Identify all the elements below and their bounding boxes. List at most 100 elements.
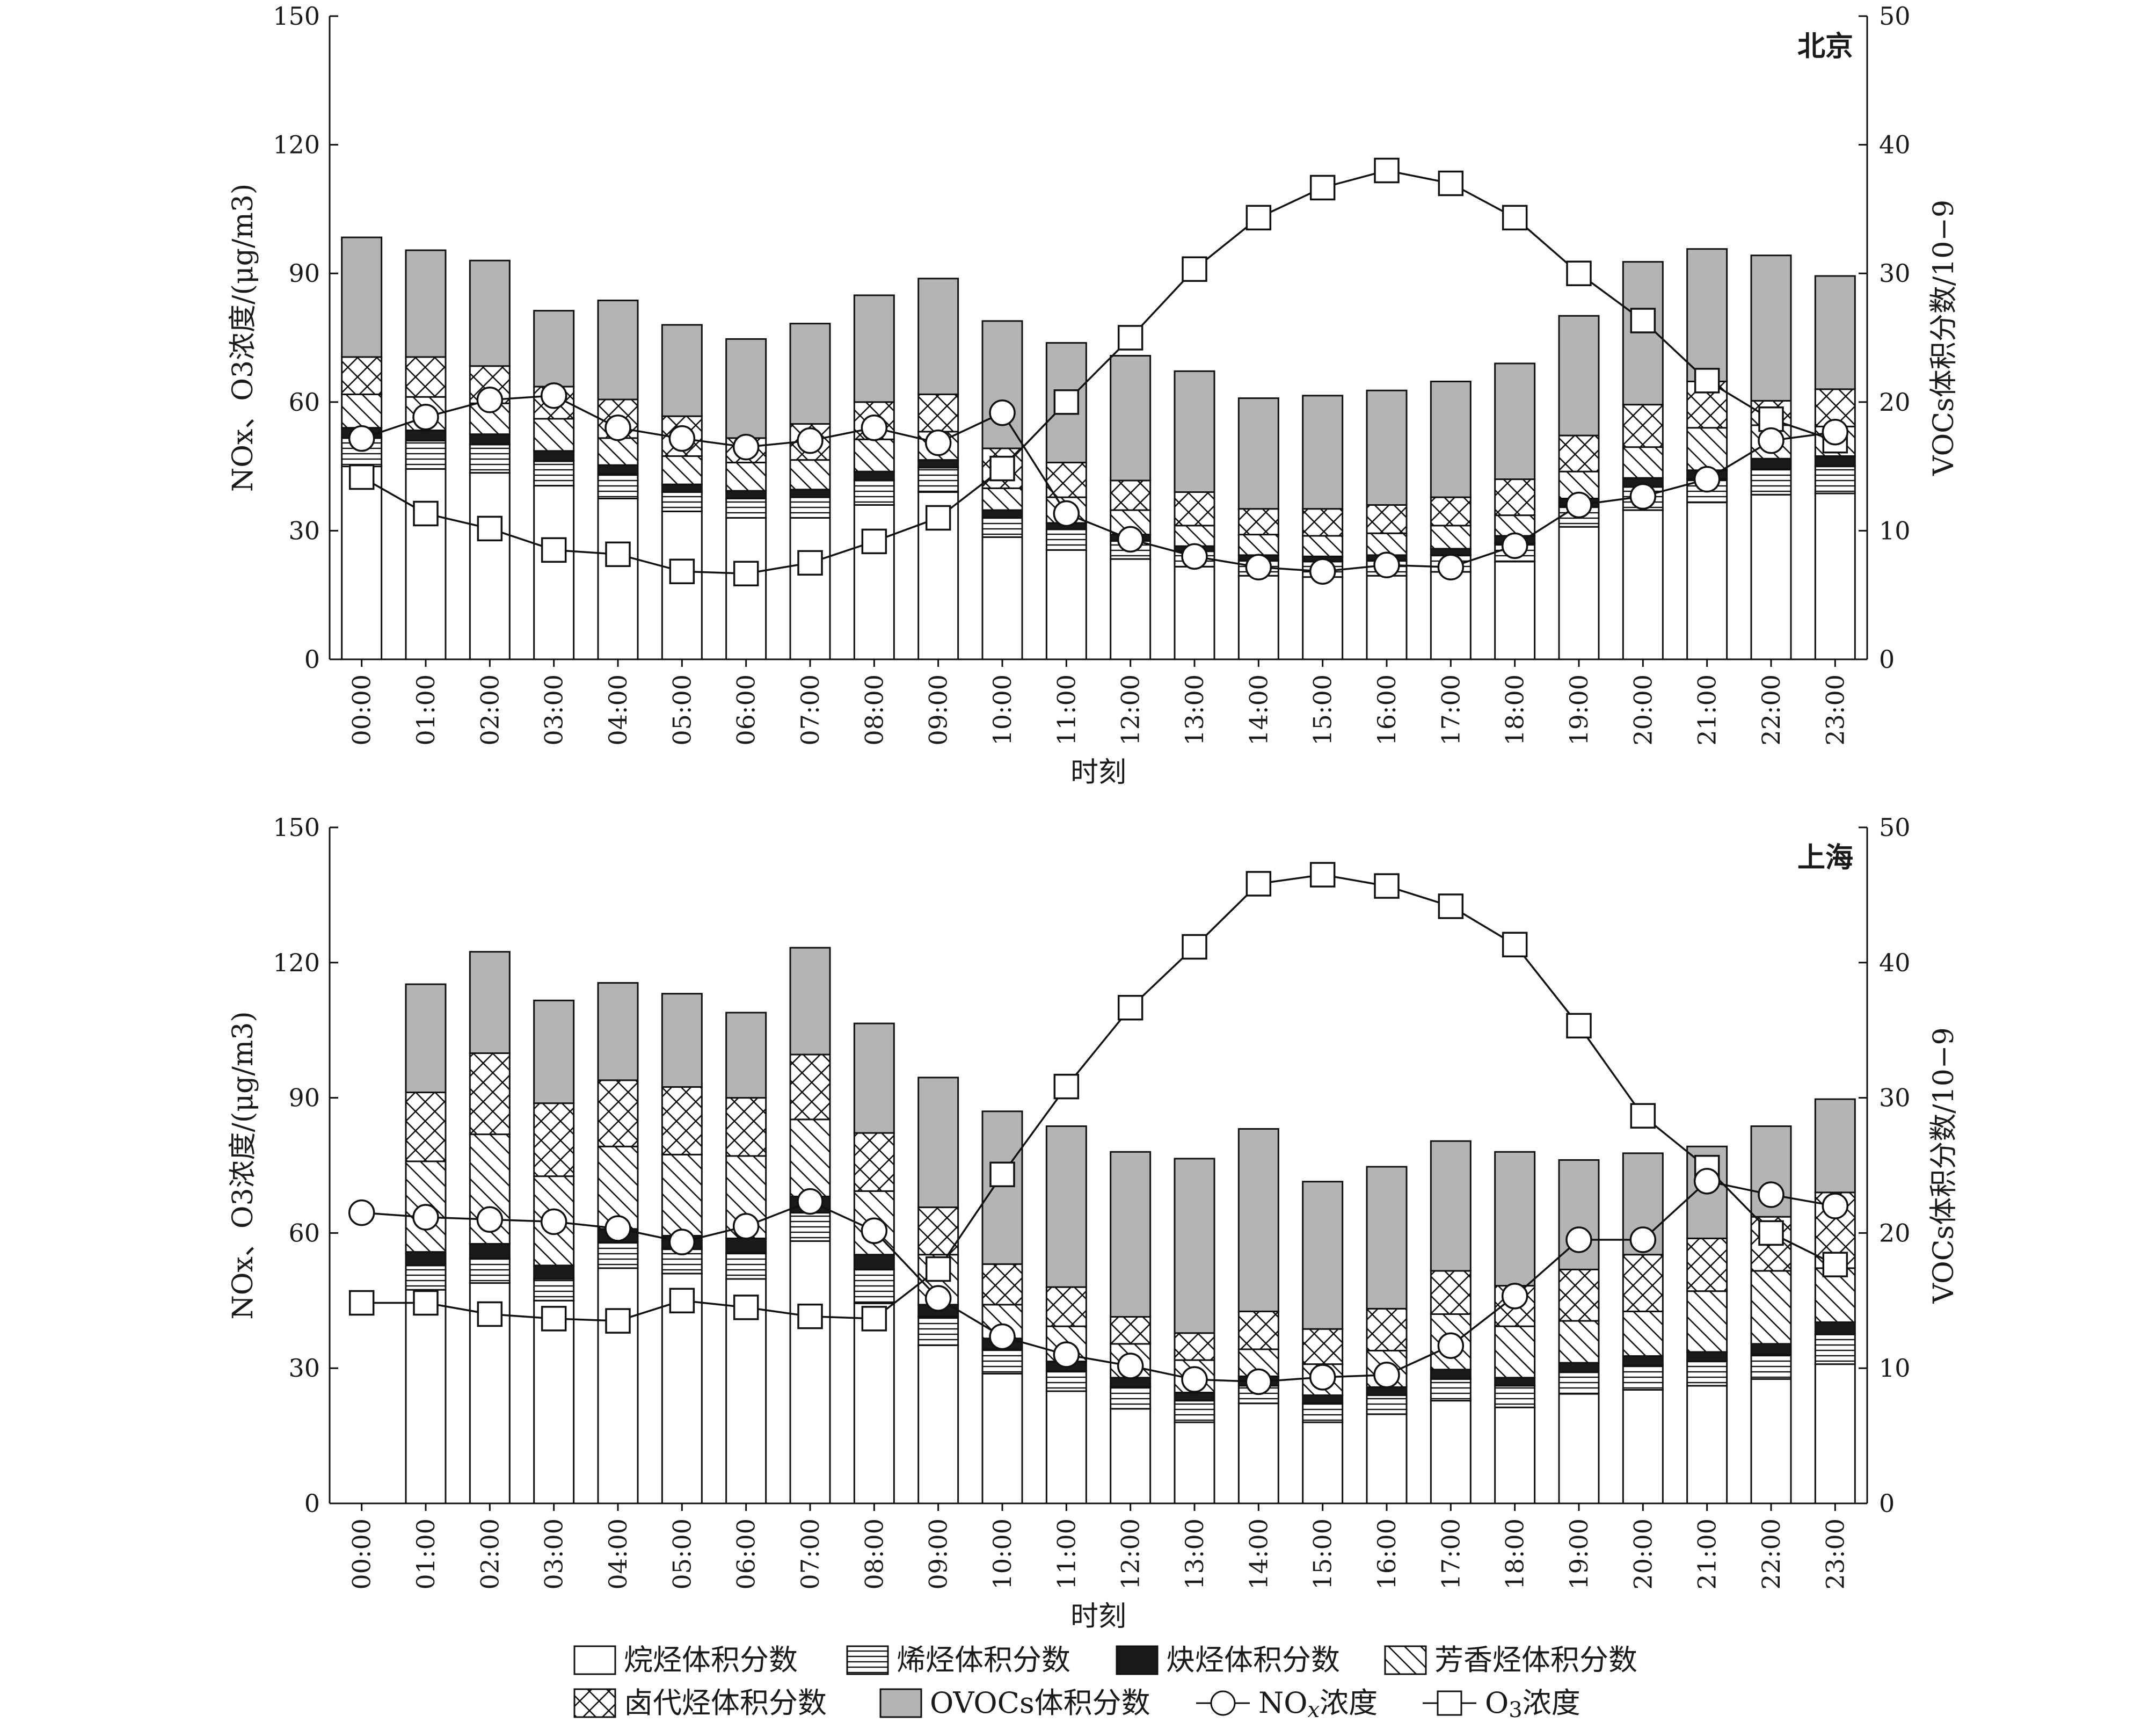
bar-segment-halocarbon xyxy=(597,1079,639,1147)
bar-segment-ovocs xyxy=(1045,1125,1087,1288)
bar-segment-alkene xyxy=(405,1264,447,1291)
bar-segment-alkene xyxy=(981,517,1023,538)
x-tick-label: 13:00 xyxy=(1180,674,1209,746)
x-tick-label: 08:00 xyxy=(860,1518,888,1590)
o3-point xyxy=(1374,157,1400,184)
nox-point xyxy=(540,382,567,409)
x-tick-label: 17:00 xyxy=(1436,674,1465,746)
bar-segment-alkane xyxy=(597,1267,639,1504)
y-left-tick-label: 90 xyxy=(288,1084,320,1113)
nox-point xyxy=(604,414,631,441)
y-left-axis-title: NOx、O3浓度/(μg/m3) xyxy=(227,1011,259,1319)
bar-segment-halocarbon xyxy=(1558,1268,1600,1322)
bar-segment-alkyne xyxy=(1750,457,1792,470)
o3-point xyxy=(1245,871,1272,897)
bar-segment-halocarbon xyxy=(1430,496,1472,527)
nox-point xyxy=(989,1323,1016,1350)
x-tick-label: 10:00 xyxy=(988,1518,1017,1590)
bar-segment-ovocs xyxy=(533,999,575,1104)
bar-segment-alkene xyxy=(1750,1354,1792,1380)
bar-segment-halocarbon xyxy=(1622,404,1664,448)
bar-segment-alkane xyxy=(1622,509,1664,660)
bar-segment-alkyne xyxy=(1686,1351,1728,1363)
legend-label-aromatic: 芳香烃体积分数 xyxy=(1434,1643,1637,1677)
nox-point xyxy=(989,399,1016,426)
legend-label-o3: O3浓度 xyxy=(1485,1686,1580,1722)
o3-point xyxy=(1822,1252,1848,1277)
o3-point xyxy=(1694,368,1720,394)
x-tick-label: 09:00 xyxy=(924,674,953,746)
o3-point xyxy=(1117,994,1143,1021)
bar-segment-alkane xyxy=(1430,1400,1472,1504)
bar-segment-ovocs xyxy=(981,320,1023,449)
o3-point xyxy=(1758,1220,1784,1246)
y-left-tick-label: 30 xyxy=(288,1354,320,1383)
legend-nox-marker xyxy=(1210,1690,1236,1716)
bar-segment-ovocs xyxy=(533,310,575,388)
x-tick-label: 03:00 xyxy=(540,1518,569,1590)
bar-segment-alkyne xyxy=(1558,1362,1600,1373)
o3-point xyxy=(348,1290,375,1316)
bar-segment-alkane xyxy=(533,485,575,660)
o3-line xyxy=(361,169,1835,575)
bar-segment-alkene xyxy=(725,498,767,519)
o3-point xyxy=(925,1256,951,1282)
x-tick-label: 09:00 xyxy=(924,1518,953,1590)
bar-segment-aromatic xyxy=(1430,525,1472,550)
o3-point xyxy=(1630,308,1656,333)
y-left-tick-label: 60 xyxy=(288,1218,320,1247)
bar-segment-ovocs xyxy=(725,338,767,439)
legend-label-ovocs: OVOCs体积分数 xyxy=(930,1686,1150,1720)
nox-point xyxy=(1053,1341,1080,1368)
nox-point xyxy=(1758,1181,1784,1208)
x-tick-label: 04:00 xyxy=(603,1518,632,1590)
bar-segment-alkane xyxy=(1814,1363,1856,1504)
bar-segment-aromatic xyxy=(1686,1290,1728,1353)
y-right-tick-label: 20 xyxy=(1879,1218,1911,1247)
y-left-tick-label: 150 xyxy=(273,813,320,842)
bar-segment-alkane xyxy=(661,510,703,660)
panel-city-label: 北京 xyxy=(1797,30,1853,63)
x-tick-label: 02:00 xyxy=(475,1518,504,1590)
nox-point xyxy=(1373,551,1400,579)
bar-segment-alkene xyxy=(661,491,703,512)
x-tick-label: 19:00 xyxy=(1564,1518,1593,1590)
nox-point xyxy=(1693,1168,1721,1195)
bar-segment-alkane xyxy=(725,517,767,660)
legend-swatch-halocarbon xyxy=(573,1688,616,1718)
bar-segment-ovocs xyxy=(597,300,639,401)
bar-segment-alkane xyxy=(1045,549,1087,660)
bar-segment-alkane xyxy=(1302,1421,1344,1504)
o3-point xyxy=(413,500,439,527)
y-right-tick-label: 10 xyxy=(1879,516,1911,545)
y-right-axis-title: VOCs体积分数/10−9 xyxy=(1928,200,1960,476)
o3-point xyxy=(348,464,375,490)
o3-point xyxy=(1374,873,1400,899)
x-tick-label: 14:00 xyxy=(1244,674,1273,746)
bar-segment-alkyne xyxy=(469,1243,511,1260)
nox-point xyxy=(540,1208,567,1235)
bar-segment-alkene xyxy=(1814,466,1856,495)
y-right-tick-label: 40 xyxy=(1879,948,1911,977)
bar-segment-ovocs xyxy=(789,947,831,1056)
bar-segment-alkane xyxy=(1494,561,1536,660)
o3-point xyxy=(861,528,887,555)
bar-segment-alkane xyxy=(1686,501,1728,660)
bar-segment-alkane xyxy=(917,1344,959,1504)
o3-point xyxy=(989,1161,1015,1188)
nox-point xyxy=(1437,1332,1465,1359)
y-right-tick-label: 30 xyxy=(1879,1084,1911,1113)
bar-segment-alkene xyxy=(789,1212,831,1242)
y-left-axis-title: NOx、O3浓度/(μg/m3) xyxy=(227,184,259,492)
bar-segment-aromatic xyxy=(789,459,831,491)
nox-point xyxy=(476,387,504,413)
bar-segment-alkyne xyxy=(725,490,767,500)
o3-point xyxy=(989,455,1015,482)
bar-segment-halocarbon xyxy=(1110,1316,1152,1345)
x-tick-label: 15:00 xyxy=(1308,674,1337,746)
nox-point xyxy=(924,1285,952,1312)
o3-point xyxy=(861,1306,887,1332)
bar-segment-halocarbon xyxy=(1430,1270,1472,1315)
bar-segment-alkene xyxy=(469,444,511,474)
nox-point xyxy=(1629,1226,1657,1253)
